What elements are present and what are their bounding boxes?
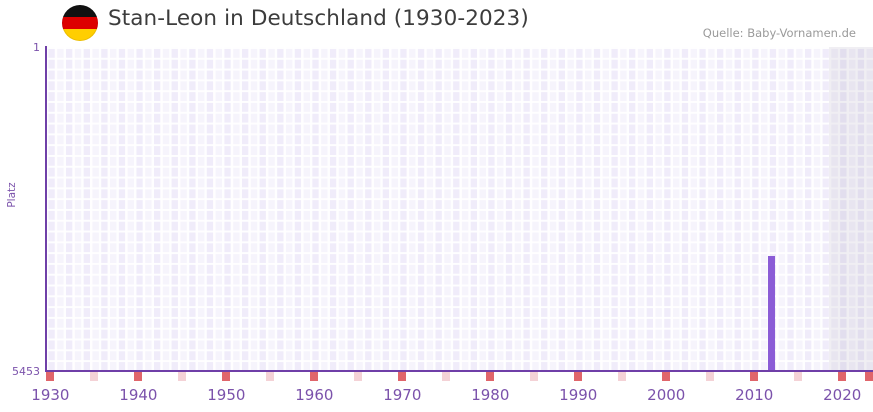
x-axis-tick-label: 2010	[735, 386, 774, 404]
y-axis-tick-bottom: 5453	[12, 365, 40, 378]
x-axis-line	[45, 370, 873, 372]
x-axis-tick-label: 1970	[383, 386, 422, 404]
x-tick-mark-minor	[442, 372, 451, 381]
x-axis-tick-label: 1990	[559, 386, 598, 404]
x-tick-mark-major	[838, 372, 847, 381]
x-tick-mark-minor	[706, 372, 715, 381]
shaded-region-band	[829, 47, 873, 371]
x-tick-mark-major	[574, 372, 583, 381]
bar[interactable]	[768, 255, 776, 371]
x-tick-mark-major	[750, 372, 759, 381]
x-tick-mark-major	[46, 372, 55, 381]
x-axis-tick-label: 1950	[207, 386, 246, 404]
y-axis-label: Platz	[6, 182, 18, 208]
x-tick-mark-minor	[90, 372, 99, 381]
x-axis-tick-label: 1960	[295, 386, 334, 404]
x-tick-mark-minor	[266, 372, 275, 381]
chart-header: Stan-Leon in Deutschland (1930-2023) Que…	[0, 0, 873, 47]
x-tick-mark-major	[864, 372, 873, 381]
plot-area	[46, 47, 873, 371]
x-tick-mark-major	[222, 372, 231, 381]
x-axis-tick-label: 2000	[647, 386, 686, 404]
german-flag-icon	[62, 5, 98, 41]
x-axis-tick-label: 2020	[823, 386, 862, 404]
x-tick-mark-minor	[178, 372, 187, 381]
source-attribution: Quelle: Baby-Vornamen.de	[702, 26, 856, 40]
grid-lines	[46, 47, 873, 371]
x-tick-mark-major	[310, 372, 319, 381]
y-axis-line	[45, 46, 47, 372]
page-title: Stan-Leon in Deutschland (1930-2023)	[108, 6, 529, 31]
x-tick-mark-minor	[530, 372, 539, 381]
x-tick-mark-minor	[794, 372, 803, 381]
x-axis-tick-label: 1930	[31, 386, 70, 404]
x-tick-mark-major	[486, 372, 495, 381]
x-axis-tick-label: 1940	[119, 386, 158, 404]
y-axis-tick-top: 1	[33, 41, 40, 54]
x-tick-mark-major	[662, 372, 671, 381]
x-tick-mark-major	[134, 372, 143, 381]
x-tick-mark-major	[398, 372, 407, 381]
x-tick-mark-minor	[618, 372, 627, 381]
x-axis-tick-label: 1980	[471, 386, 510, 404]
x-tick-mark-minor	[354, 372, 363, 381]
